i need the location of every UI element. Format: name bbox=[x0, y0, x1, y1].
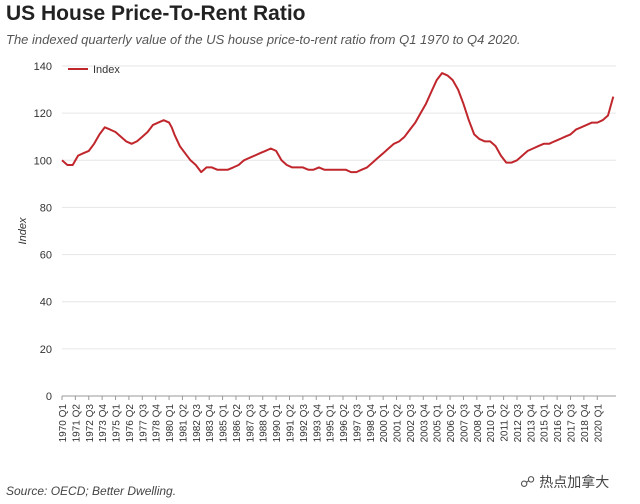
x-tick-label: 2000 Q1 bbox=[379, 404, 390, 443]
y-tick-label: 120 bbox=[34, 108, 52, 120]
x-tick-label: 2002 Q3 bbox=[406, 404, 417, 443]
x-tick-label: 2018 Q4 bbox=[580, 404, 591, 443]
series-line-index bbox=[61, 72, 615, 174]
x-tick-label: 1980 Q1 bbox=[165, 404, 176, 443]
x-tick-label: 1987 Q3 bbox=[245, 404, 256, 443]
x-tick-label: 2005 Q1 bbox=[433, 404, 444, 443]
y-axis-label: Index bbox=[17, 217, 29, 244]
x-tick-label: 2001 Q2 bbox=[393, 404, 404, 443]
x-tick-label: 2010 Q1 bbox=[486, 404, 497, 443]
y-tick-label: 100 bbox=[34, 155, 52, 167]
chart-subtitle: The indexed quarterly value of the US ho… bbox=[6, 32, 521, 47]
x-tick-label: 1995 Q1 bbox=[326, 404, 337, 443]
x-tick-label: 1975 Q1 bbox=[112, 404, 123, 443]
legend-label: Index bbox=[93, 64, 120, 76]
x-tick-label: 2011 Q2 bbox=[500, 404, 511, 442]
y-tick-label: 80 bbox=[40, 202, 52, 214]
y-tick-label: 60 bbox=[40, 250, 52, 262]
x-tick-label: 1985 Q1 bbox=[219, 404, 230, 443]
x-tick-label: 2007 Q3 bbox=[459, 404, 470, 443]
x-tick-label: 2008 Q4 bbox=[473, 404, 484, 443]
x-tick-label: 1983 Q4 bbox=[205, 404, 216, 443]
x-tick-label: 2006 Q2 bbox=[446, 404, 457, 443]
x-tick-label: 1990 Q1 bbox=[272, 404, 283, 443]
x-tick-label: 1998 Q4 bbox=[366, 404, 377, 443]
x-tick-label: 1996 Q2 bbox=[339, 404, 350, 443]
y-tick-label: 140 bbox=[34, 61, 52, 73]
x-tick-label: 1971 Q2 bbox=[71, 404, 82, 443]
x-tick-label: 1991 Q2 bbox=[285, 404, 296, 443]
x-tick-label: 2015 Q1 bbox=[540, 404, 551, 443]
x-tick-label: 1972 Q3 bbox=[85, 404, 96, 443]
x-tick-label: 1978 Q4 bbox=[152, 404, 163, 443]
wechat-icon: ☍ bbox=[520, 474, 536, 491]
x-tick-label: 1977 Q3 bbox=[138, 404, 149, 443]
y-tick-label: 40 bbox=[40, 297, 52, 309]
x-tick-label: 1997 Q3 bbox=[352, 404, 363, 443]
watermark: ☍ 热点加拿大 bbox=[520, 472, 609, 492]
x-tick-label: 1986 Q2 bbox=[232, 404, 243, 443]
x-tick-label: 2003 Q4 bbox=[419, 404, 430, 443]
x-tick-label: 1988 Q4 bbox=[259, 404, 270, 443]
x-tick-label: 1993 Q4 bbox=[312, 404, 323, 443]
x-tick-label: 2013 Q4 bbox=[526, 404, 537, 443]
source-note: Source: OECD; Better Dwelling. bbox=[6, 484, 177, 498]
x-tick-label: 2017 Q3 bbox=[567, 404, 578, 443]
watermark-text: 热点加拿大 bbox=[539, 474, 610, 490]
x-tick-label: 2016 Q2 bbox=[553, 404, 564, 443]
chart-title: US House Price-To-Rent Ratio bbox=[6, 2, 306, 25]
x-tick-label: 1973 Q4 bbox=[98, 404, 109, 443]
x-tick-label: 2012 Q3 bbox=[513, 404, 524, 443]
x-tick-label: 2020 Q1 bbox=[593, 404, 604, 443]
x-tick-label: 1992 Q3 bbox=[299, 404, 310, 443]
x-tick-label: 1970 Q1 bbox=[58, 404, 69, 443]
x-tick-label: 1976 Q2 bbox=[125, 404, 136, 443]
x-tick-label: 1982 Q3 bbox=[192, 404, 203, 443]
y-tick-label: 0 bbox=[46, 391, 52, 403]
y-tick-label: 20 bbox=[40, 344, 52, 356]
x-tick-label: 1981 Q2 bbox=[178, 404, 189, 443]
